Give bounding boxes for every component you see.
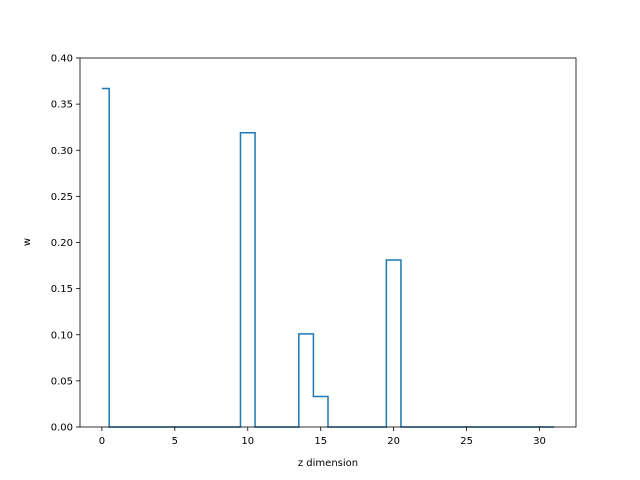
x-tick-label: 20	[387, 436, 400, 447]
x-tick-label: 5	[172, 436, 178, 447]
y-tick-label: 0.00	[51, 423, 73, 434]
y-tick-label: 0.25	[51, 192, 73, 203]
y-tick-label: 0.30	[51, 146, 73, 157]
y-tick-label: 0.10	[51, 330, 73, 341]
plot-background	[80, 58, 576, 427]
y-tick-label: 0.35	[51, 100, 73, 111]
y-tick-label: 0.40	[51, 54, 73, 65]
x-tick-label: 25	[460, 436, 473, 447]
x-axis-ticks: 0 5 10 15 20 25 30	[99, 427, 546, 447]
y-tick-label: 0.05	[51, 376, 73, 387]
x-tick-label: 10	[241, 436, 254, 447]
x-tick-label: 30	[533, 436, 546, 447]
x-tick-label: 15	[314, 436, 327, 447]
x-axis-label: z dimension	[298, 458, 358, 469]
x-tick-label: 0	[99, 436, 105, 447]
y-axis-label: w	[22, 238, 33, 246]
y-tick-label: 0.20	[51, 238, 73, 249]
y-tick-label: 0.15	[51, 284, 73, 295]
y-axis-ticks: 0.00 0.05 0.10 0.15 0.20 0.25 0.30 0.35 0.40	[51, 54, 80, 434]
